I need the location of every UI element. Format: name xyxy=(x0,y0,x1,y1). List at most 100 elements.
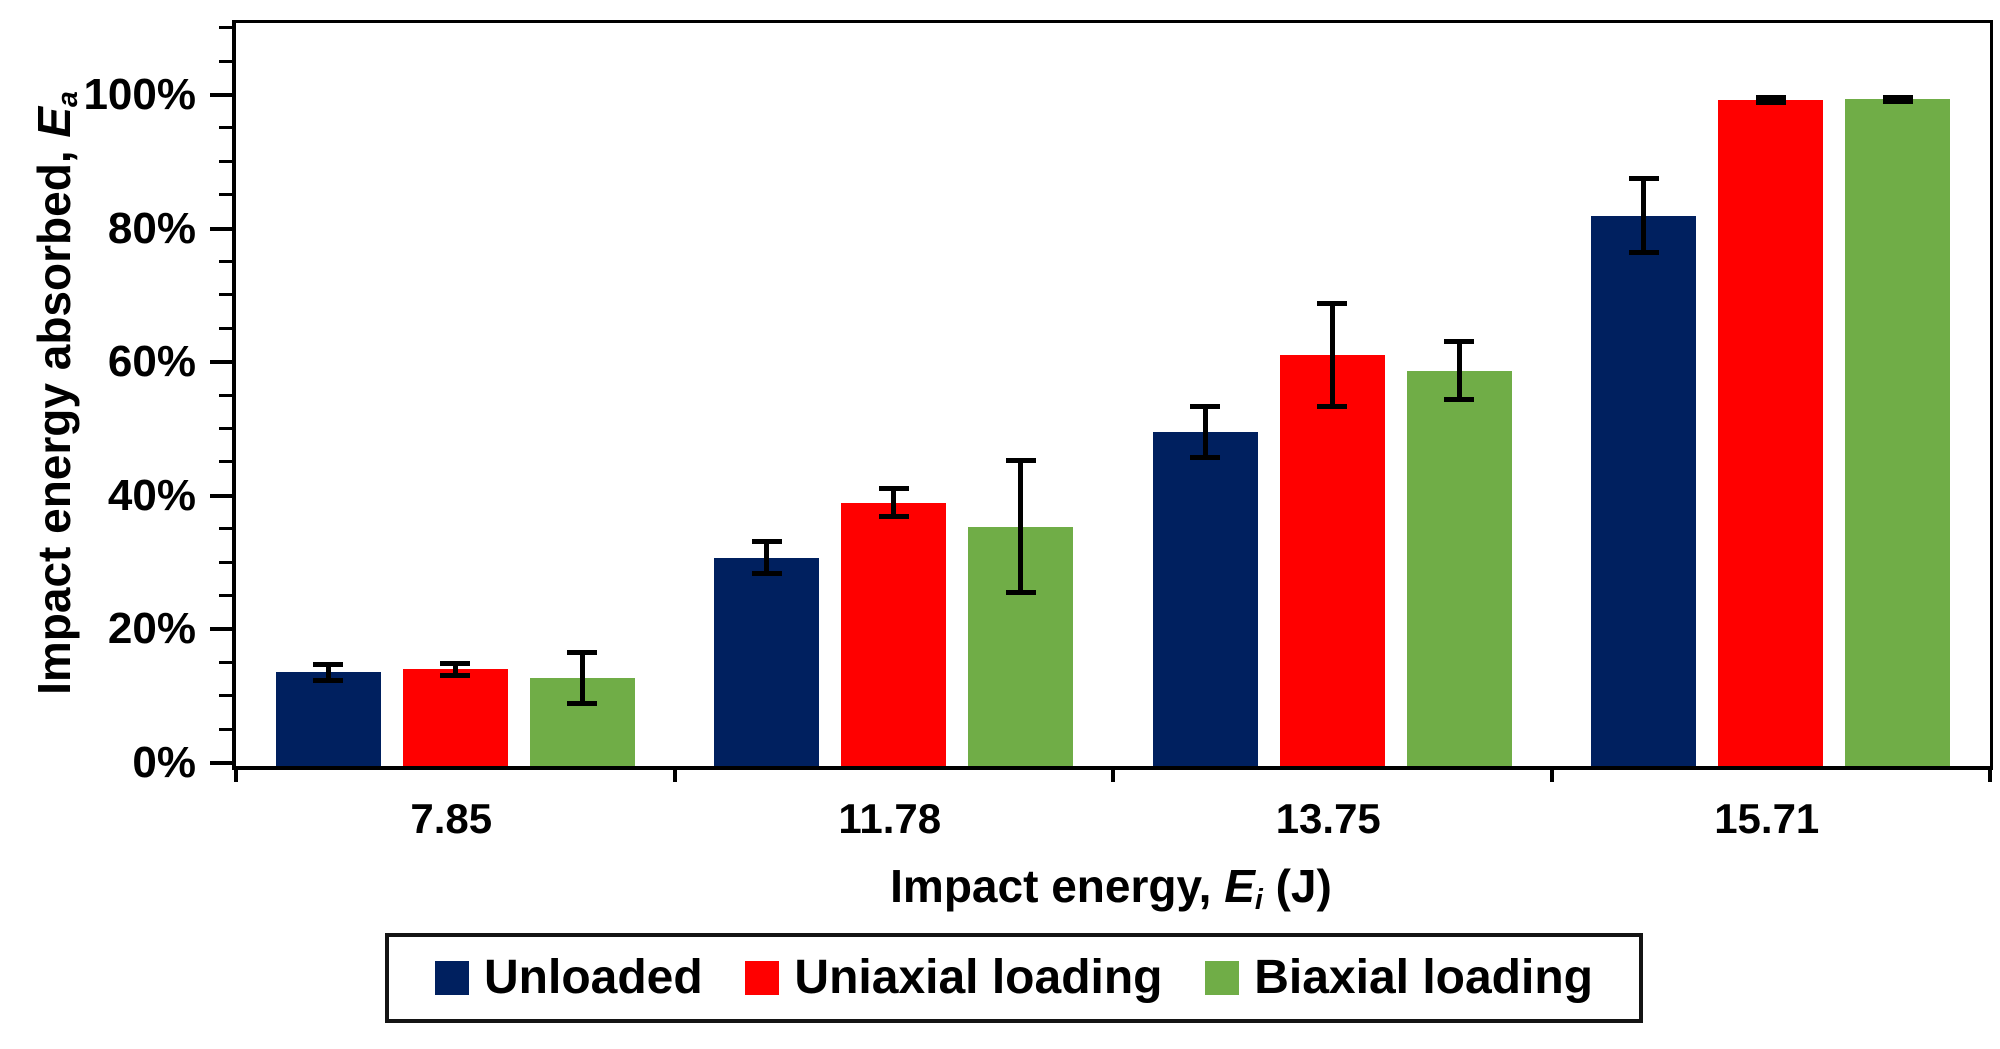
error-bar-cap-bottom xyxy=(751,571,782,577)
error-bar-line xyxy=(764,541,770,574)
error-bar-cap-bottom xyxy=(567,700,598,706)
bar xyxy=(714,557,820,766)
error-bar-cap-top xyxy=(751,539,782,545)
y-axis-tick-label: 0% xyxy=(132,738,196,787)
error-bar-line xyxy=(1641,178,1647,253)
y-axis-tick-label: 60% xyxy=(107,337,196,387)
y-axis-major-tick xyxy=(210,761,232,765)
legend-label-unloaded: Unloaded xyxy=(484,951,703,1004)
error-bar-cap-top xyxy=(1317,301,1348,307)
y-axis-minor-tick xyxy=(219,393,232,397)
x-axis-category-label: 13.75 xyxy=(1275,795,1381,842)
legend-label-biaxial: Biaxial loading xyxy=(1254,951,1593,1004)
y-axis-tick-label: 80% xyxy=(107,203,196,253)
error-bar-line xyxy=(891,488,897,517)
y-axis-tick-label: 40% xyxy=(107,470,196,520)
error-bar-line xyxy=(1329,303,1335,407)
y-axis-tick-label: 20% xyxy=(107,604,196,654)
error-bar-line xyxy=(1456,341,1462,400)
bar xyxy=(1152,432,1258,766)
legend-swatch-biaxial xyxy=(1205,961,1240,995)
y-axis-minor-tick xyxy=(219,727,232,731)
x-axis-title-text: Impact energy, xyxy=(890,860,1225,912)
legend-item-uniaxial: Uniaxial loading xyxy=(745,950,1162,1006)
y-axis-major-tick xyxy=(210,493,232,498)
plot-area xyxy=(232,20,1993,770)
x-axis-tick xyxy=(1111,767,1115,782)
error-bar-cap-bottom xyxy=(1190,454,1221,460)
legend-item-unloaded: Unloaded xyxy=(435,950,703,1006)
bar xyxy=(1279,355,1385,766)
x-axis-category-label: 7.85 xyxy=(410,795,493,842)
error-bar-cap-top xyxy=(1005,458,1036,464)
error-bar-line xyxy=(452,663,458,676)
y-axis-minor-tick xyxy=(219,260,232,263)
y-axis-minor-tick xyxy=(219,560,232,564)
legend: Unloaded Uniaxial loading Biaxial loadin… xyxy=(385,933,1643,1023)
error-bar-cap-top xyxy=(1628,175,1659,181)
y-axis-minor-tick xyxy=(219,159,232,163)
y-axis-major-tick xyxy=(210,360,232,365)
x-axis-category-label: 11.78 xyxy=(838,795,942,842)
error-bar-cap-top xyxy=(567,649,598,655)
bar xyxy=(1718,100,1824,766)
y-axis-major-tick xyxy=(210,93,232,97)
bar xyxy=(275,672,381,766)
x-axis-title-units: (J) xyxy=(1262,860,1332,912)
error-bar-cap-bottom xyxy=(878,514,909,520)
x-axis-title: Impact energy, Ei (J) xyxy=(232,858,1990,928)
legend-swatch-uniaxial xyxy=(745,961,780,995)
x-axis-tick xyxy=(672,767,677,782)
legend-label-uniaxial: Uniaxial loading xyxy=(794,951,1163,1004)
y-axis-minor-tick xyxy=(219,427,232,430)
bar xyxy=(1845,99,1951,766)
legend-item-biaxial: Biaxial loading xyxy=(1205,950,1593,1006)
error-bar-cap-bottom xyxy=(1882,98,1913,104)
x-axis-subscript: i xyxy=(1254,884,1263,917)
error-bar-cap-top xyxy=(440,660,471,666)
y-axis-major-tick xyxy=(210,226,232,231)
error-bar-cap-bottom xyxy=(1444,397,1475,403)
y-axis-minor-tick xyxy=(219,660,232,664)
y-axis-minor-tick xyxy=(219,326,232,330)
x-axis-tick xyxy=(1549,767,1554,782)
error-bar-cap-top xyxy=(1444,338,1475,344)
y-axis-minor-tick xyxy=(219,460,232,464)
y-axis-minor-tick xyxy=(219,126,232,130)
error-bar-cap-top xyxy=(1882,94,1913,100)
x-axis-tick xyxy=(234,767,238,782)
y-axis-minor-tick xyxy=(219,193,232,197)
error-bar-line xyxy=(1018,460,1024,593)
y-axis-minor-tick xyxy=(219,594,232,597)
error-bar-cap-bottom xyxy=(1317,404,1348,410)
error-bar-cap-top xyxy=(313,661,344,667)
error-bar-line xyxy=(1768,97,1774,103)
y-axis-major-tick xyxy=(210,627,232,632)
y-axis-minor-tick xyxy=(219,694,232,698)
x-axis-category-label: 15.71 xyxy=(1714,795,1820,842)
x-axis-symbol: E xyxy=(1224,860,1255,912)
x-axis-tick xyxy=(1988,767,1992,782)
y-axis-minor-tick xyxy=(219,26,232,30)
legend-swatch-unloaded xyxy=(435,961,469,995)
error-bar-cap-top xyxy=(1755,94,1786,100)
error-bar-cap-bottom xyxy=(1628,250,1659,256)
bar xyxy=(402,669,508,766)
error-bar-cap-bottom xyxy=(313,677,344,683)
error-bar-cap-top xyxy=(1190,404,1221,410)
error-bar-cap-bottom xyxy=(440,672,471,678)
bar xyxy=(1591,215,1697,766)
y-axis-minor-tick xyxy=(219,59,232,63)
error-bar-line xyxy=(579,652,585,704)
y-axis-minor-tick xyxy=(219,527,232,531)
bar xyxy=(841,502,947,766)
error-bar-cap-top xyxy=(878,486,909,492)
error-bar-cap-bottom xyxy=(1005,590,1036,596)
y-axis-minor-tick xyxy=(219,293,232,297)
error-bar-line xyxy=(325,664,331,681)
y-axis-tick-label: 100% xyxy=(83,70,196,119)
error-bar-line xyxy=(1202,406,1208,458)
bar xyxy=(1406,370,1512,766)
error-bar-cap-bottom xyxy=(1755,100,1786,106)
